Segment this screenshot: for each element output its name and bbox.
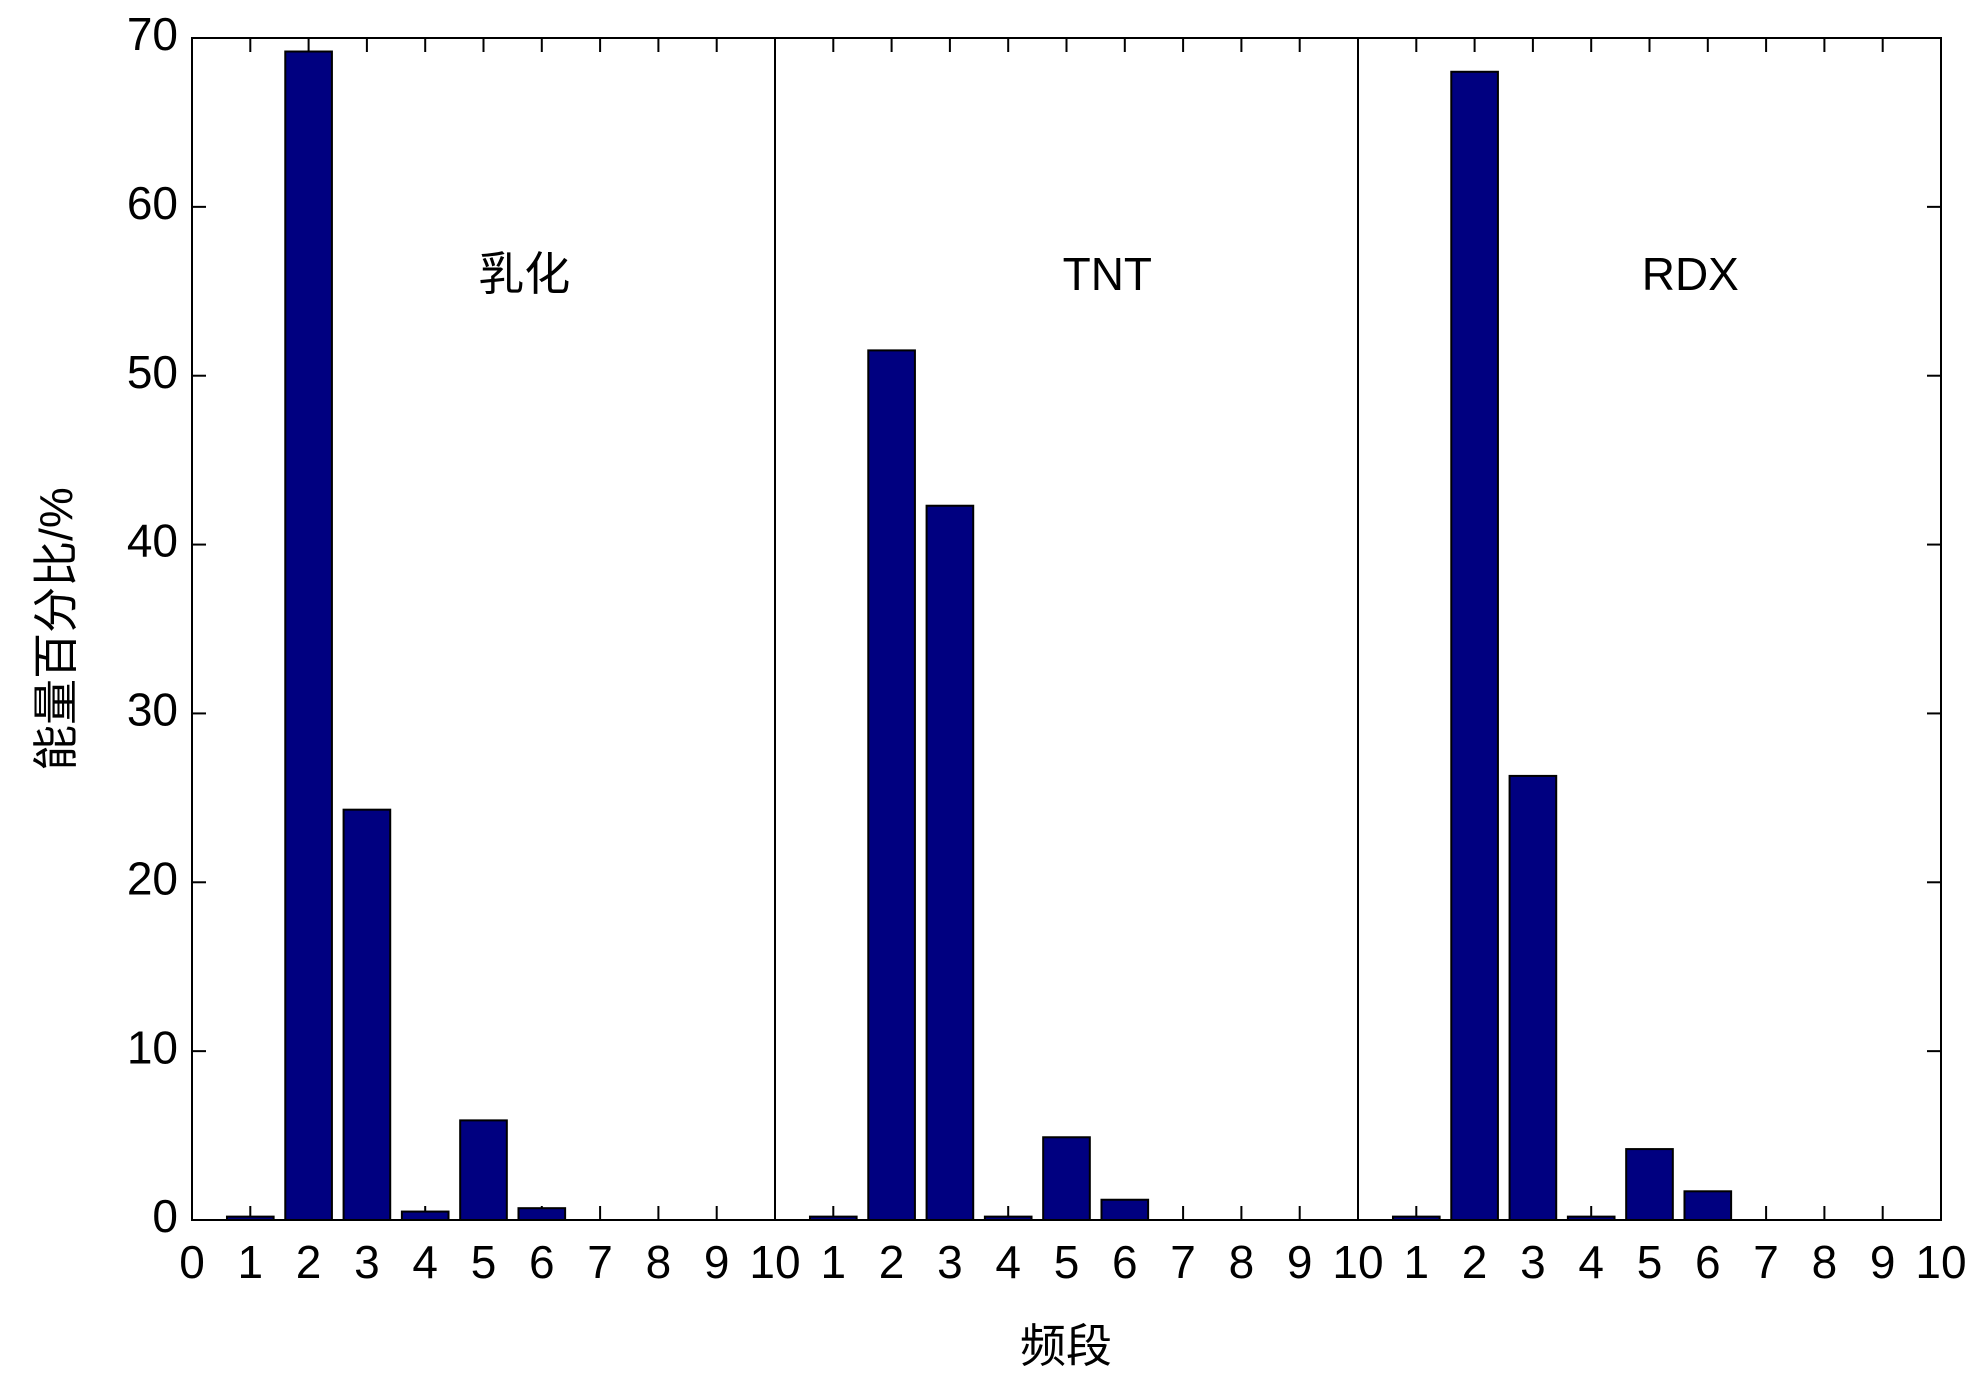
bar <box>1042 1136 1091 1222</box>
x-tick-label: 8 <box>1229 1236 1255 1288</box>
panel-annotation: TNT <box>1063 248 1152 300</box>
x-tick-label: 0 <box>179 1236 205 1288</box>
x-tick-label: 6 <box>1112 1236 1138 1288</box>
x-tick-label: 3 <box>354 1236 380 1288</box>
x-tick-label: 4 <box>1578 1236 1604 1288</box>
bar <box>1508 774 1558 1221</box>
bar <box>284 50 333 1222</box>
bar <box>1566 1215 1616 1221</box>
bar <box>925 504 975 1221</box>
bar <box>808 1215 858 1221</box>
y-tick-label: 70 <box>127 8 178 60</box>
y-tick-label: 50 <box>127 346 178 398</box>
y-tick-label: 10 <box>127 1021 178 1073</box>
x-tick-label: 5 <box>471 1236 497 1288</box>
x-tick-label: 7 <box>587 1236 613 1288</box>
x-tick-label: 9 <box>704 1236 730 1288</box>
bar <box>983 1215 1033 1221</box>
bar <box>1625 1148 1674 1221</box>
x-tick-label: 2 <box>879 1236 905 1288</box>
bar <box>1450 70 1499 1221</box>
panel-annotation: 乳化 <box>478 248 570 300</box>
x-tick-label: 6 <box>1695 1236 1721 1288</box>
x-tick-label: 1 <box>238 1236 264 1288</box>
x-tick-label: 1 <box>821 1236 847 1288</box>
x-tick-label: 9 <box>1870 1236 1896 1288</box>
panel-annotation: RDX <box>1642 248 1739 300</box>
bar <box>400 1210 450 1221</box>
x-tick-label: 9 <box>1287 1236 1313 1288</box>
x-axis-label: 频段 <box>1020 1320 1112 1372</box>
bar <box>459 1119 508 1221</box>
bar <box>1100 1198 1150 1222</box>
y-tick-label: 30 <box>127 684 178 736</box>
y-tick-label: 20 <box>127 852 178 904</box>
bar <box>867 349 916 1221</box>
bar <box>1683 1190 1733 1222</box>
x-tick-label: 3 <box>1520 1236 1546 1288</box>
x-tick-label: 4 <box>995 1236 1021 1288</box>
x-tick-label: 7 <box>1170 1236 1196 1288</box>
plot-frame <box>191 37 1942 1221</box>
y-axis-label: 能量百分比/% <box>30 487 82 771</box>
x-tick-label: 8 <box>1812 1236 1838 1288</box>
x-tick-label: 10 <box>749 1236 800 1288</box>
x-tick-label: 5 <box>1637 1236 1663 1288</box>
x-tick-label: 2 <box>1462 1236 1488 1288</box>
x-tick-label: 7 <box>1753 1236 1779 1288</box>
x-tick-label: 1 <box>1404 1236 1430 1288</box>
y-tick-label: 40 <box>127 515 178 567</box>
x-tick-label: 2 <box>296 1236 322 1288</box>
bar <box>517 1207 567 1222</box>
bar <box>1391 1215 1441 1221</box>
y-tick-label: 60 <box>127 177 178 229</box>
x-tick-label: 6 <box>529 1236 555 1288</box>
bar <box>342 808 392 1221</box>
x-tick-label: 10 <box>1332 1236 1383 1288</box>
x-tick-label: 3 <box>937 1236 963 1288</box>
x-tick-label: 8 <box>646 1236 672 1288</box>
y-tick-label: 0 <box>152 1190 178 1242</box>
x-tick-label: 5 <box>1054 1236 1080 1288</box>
x-tick-label: 10 <box>1915 1236 1966 1288</box>
x-tick-label: 4 <box>412 1236 438 1288</box>
bar <box>225 1215 275 1221</box>
